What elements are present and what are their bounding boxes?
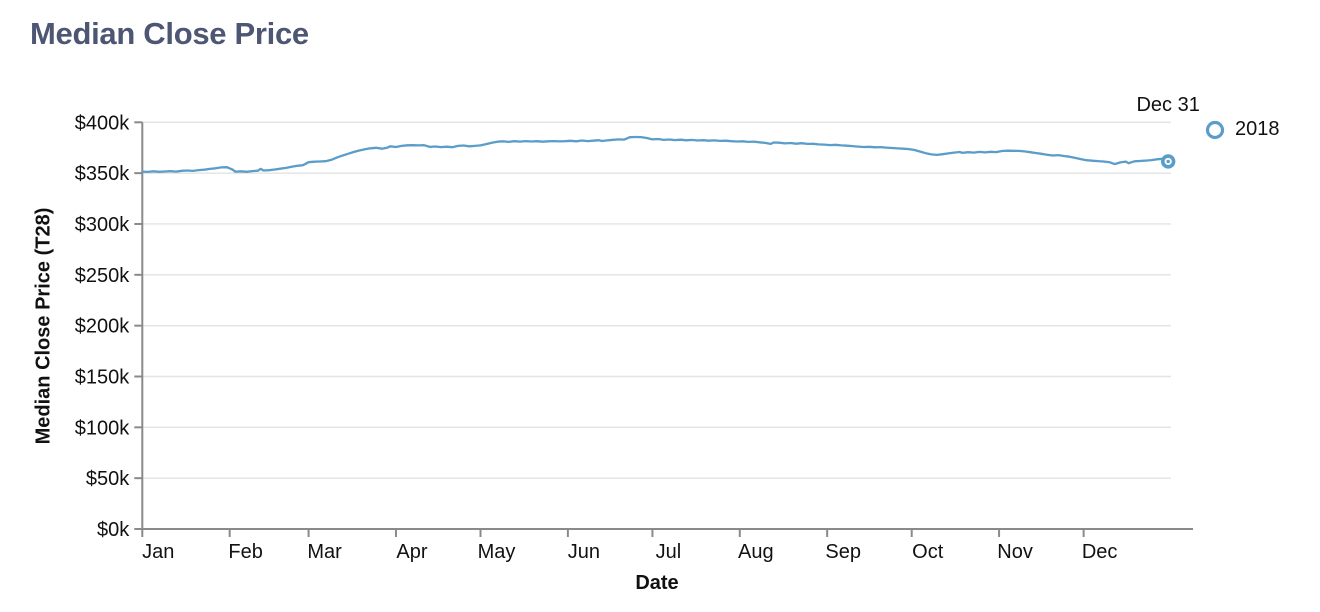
x-tick-label: Nov <box>997 541 1033 563</box>
x-tick-label: Sep <box>825 541 861 563</box>
last-point-annotation: Dec 31 <box>1136 94 1200 116</box>
legend-item-2018[interactable]: 2018 <box>1204 118 1280 141</box>
y-tick-label: $250k <box>75 265 130 287</box>
legend-open-circle-icon <box>1205 120 1225 139</box>
legend-label: 2018 <box>1235 118 1280 140</box>
x-tick-label: Feb <box>228 541 262 563</box>
series-line-2018[interactable] <box>141 135 1170 174</box>
y-tick-label: $200k <box>75 316 130 338</box>
x-tick-label: Oct <box>912 541 944 563</box>
x-tick-label: Aug <box>738 541 774 563</box>
x-axis-title: Date <box>635 572 679 594</box>
x-tick-label: May <box>478 541 516 563</box>
y-tick-label: $100k <box>75 417 130 439</box>
chart-title: Median Close Price <box>30 16 309 51</box>
x-tick-label: Jun <box>568 541 600 563</box>
y-tick-label: $350k <box>75 163 130 185</box>
x-tick-label: Jul <box>656 541 682 563</box>
y-tick-label: $300k <box>75 214 130 236</box>
y-tick-label: $0k <box>97 519 130 541</box>
y-tick-label: $150k <box>75 366 130 388</box>
x-tick-label: Mar <box>307 541 342 563</box>
y-tick-label: $400k <box>75 112 130 134</box>
x-tick-label: Jan <box>142 541 174 563</box>
x-tick-label: Dec <box>1082 541 1118 563</box>
end-point-marker-dot <box>1166 159 1170 164</box>
y-tick-label: $50k <box>86 468 130 490</box>
x-tick-label: Apr <box>396 541 427 563</box>
